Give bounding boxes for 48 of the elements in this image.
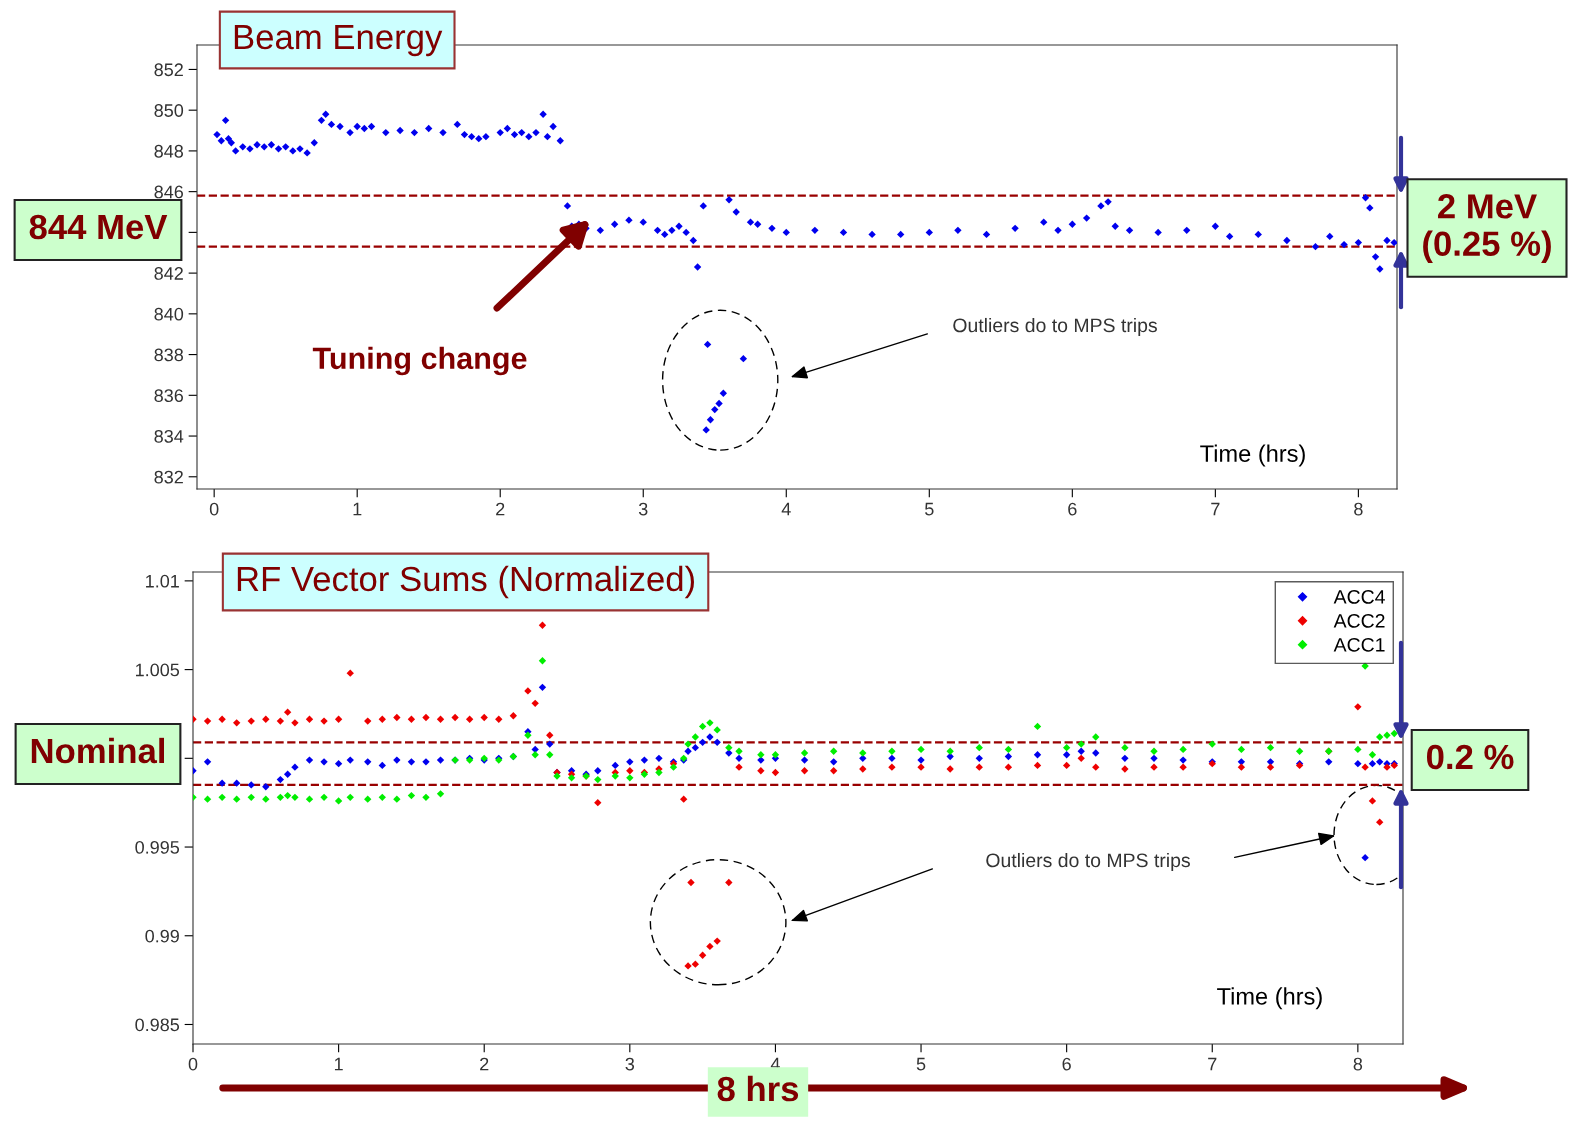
x-tick-label: 6 [1062, 1057, 1071, 1071]
y-tick-label: 840 [154, 307, 184, 321]
y-tick-label: 852 [154, 63, 183, 77]
y-tick-label: 0.995 [135, 840, 180, 854]
y-tick-label: 846 [154, 185, 184, 199]
text: 844 MeV [29, 214, 168, 240]
x-tick-label: 8 [1353, 1057, 1363, 1071]
x-tick-label: 0 [209, 502, 219, 516]
y-tick-label: 848 [154, 144, 184, 158]
y-tick-label: 838 [154, 348, 184, 362]
text: 2 MeV (0.25 %) [1423, 194, 1551, 263]
x-axis-title: Time (hrs) [1200, 444, 1305, 467]
x-tick-label: 3 [625, 1057, 635, 1071]
text: 8 hrs [717, 1075, 799, 1102]
x-tick-label: 5 [916, 1057, 926, 1071]
legend-label: ACC1 [1333, 637, 1385, 652]
x-tick-label: 7 [1208, 1057, 1217, 1071]
text: Nominal [31, 737, 165, 764]
x-tick-label: 2 [496, 502, 505, 516]
x-tick-label: 3 [638, 502, 648, 516]
chart-title: Beam Energy [234, 25, 443, 57]
y-tick-label: 834 [154, 429, 184, 443]
y-tick-label: 832 [154, 470, 183, 484]
legend-label: ACC4 [1333, 590, 1385, 604]
y-tick-label: 0.985 [135, 1018, 180, 1032]
y-tick-label: 0.99 [145, 929, 179, 943]
y-tick-label: 1.005 [136, 663, 180, 677]
x-tick-label: 4 [781, 502, 791, 516]
x-tick-label: 5 [925, 502, 934, 516]
annotation: Outliers do to MPS trips [986, 852, 1190, 872]
x-tick-label: 7 [1211, 502, 1220, 516]
annotation: Outliers do to MPS trips [953, 317, 1157, 337]
x-tick-label: 0 [188, 1057, 198, 1071]
x-tick-label: 2 [480, 1057, 489, 1071]
chart-title: RF Vector Sums (Normalized) [237, 565, 694, 599]
x-tick-label: 8 [1354, 502, 1363, 516]
x-axis-title: Time (hrs) [1217, 987, 1322, 1010]
annotation: Tuning change [312, 346, 527, 376]
y-tick-label: 842 [154, 267, 183, 280]
legend-label: ACC2 [1333, 613, 1385, 628]
y-tick-label: 836 [154, 389, 184, 403]
x-tick-label: 6 [1068, 502, 1077, 516]
text: 0.2 % [1426, 744, 1514, 770]
x-tick-label: 4 [770, 1057, 780, 1071]
x-tick-label: 1 [334, 1057, 343, 1071]
y-tick-label: 850 [154, 104, 184, 117]
y-tick-label: 1.01 [146, 574, 179, 588]
x-tick-label: 1 [353, 502, 362, 516]
